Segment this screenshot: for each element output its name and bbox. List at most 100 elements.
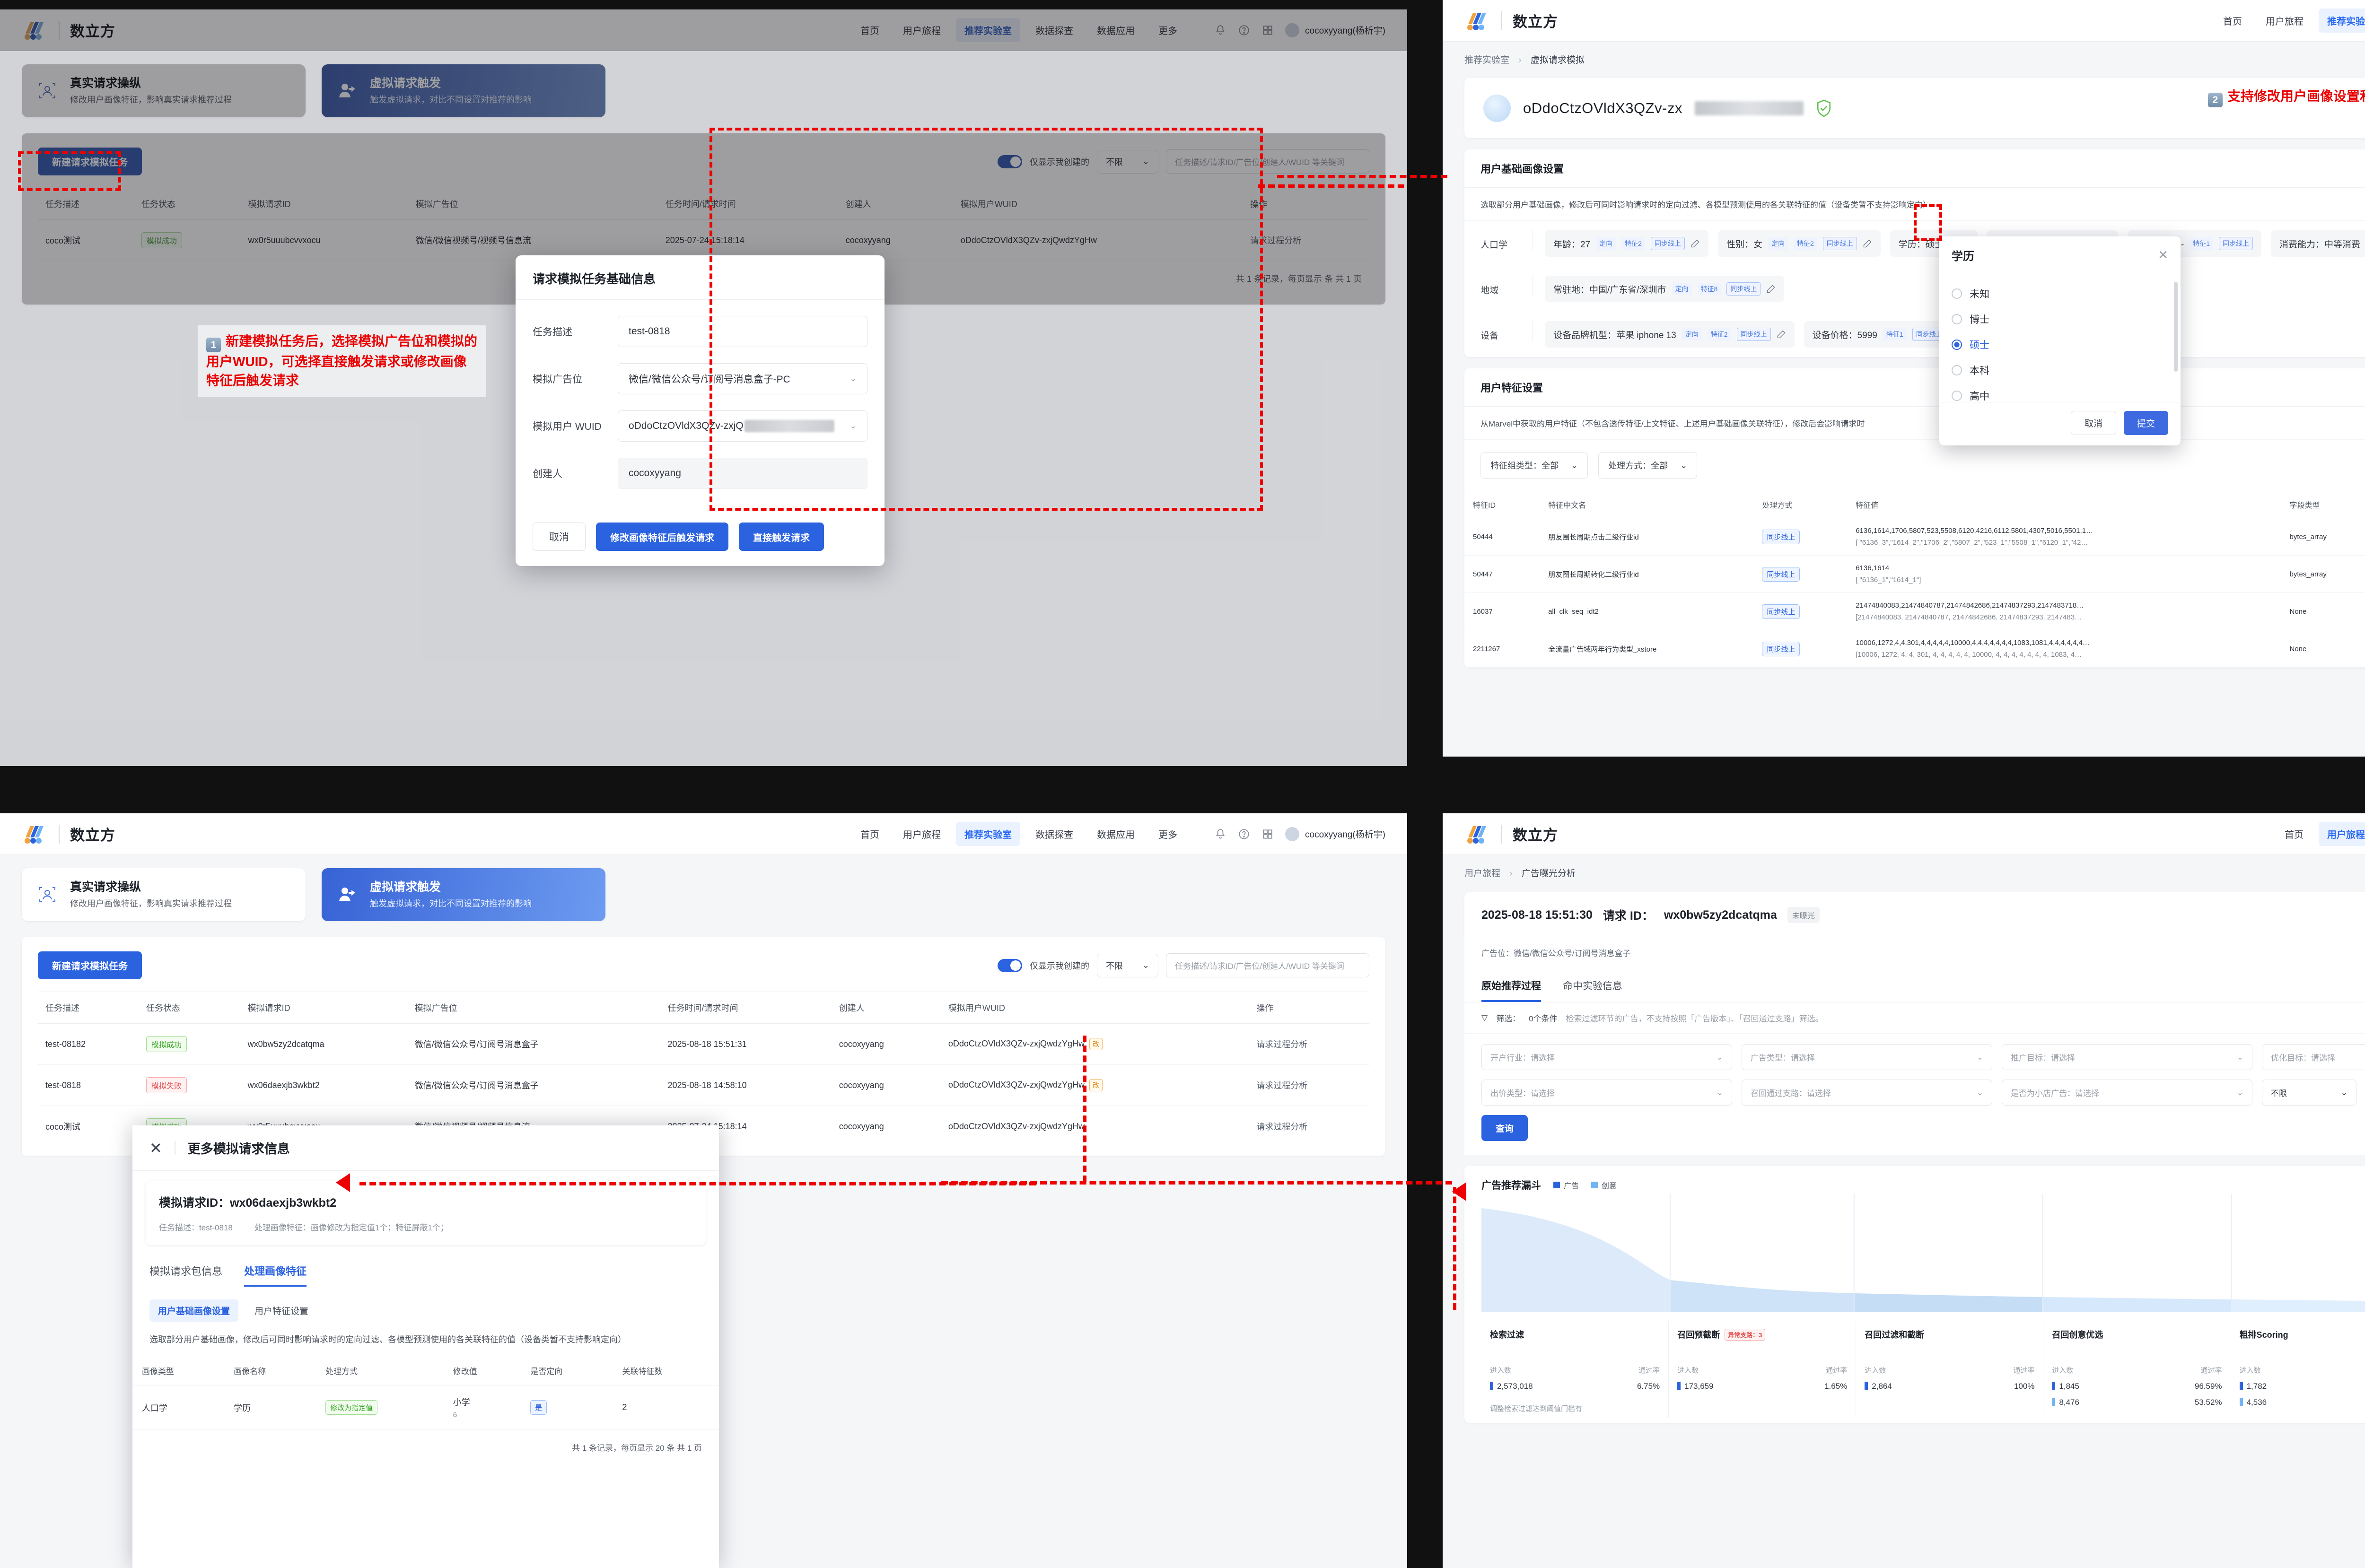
nav-item-home[interactable]: 首页 — [860, 830, 879, 840]
edit-pencil-icon[interactable] — [1863, 239, 1872, 248]
close-icon[interactable]: ✕ — [149, 1139, 162, 1157]
nav-item-home[interactable]: 首页 — [2223, 17, 2242, 27]
edit-pencil-icon[interactable] — [1691, 239, 1700, 248]
nav-item-journey[interactable]: 用户旅程 — [903, 26, 941, 36]
panel-profile-settings: 数立方 首页 用户旅程 推荐实验室 数据探查 数据应用 数据应用 更多 coco… — [1443, 0, 2365, 757]
op-link[interactable]: 请求过程分析 — [1256, 1040, 1308, 1049]
mode-card-virtual-request[interactable]: 虚拟请求触发 触发虚拟请求，对比不同设置对推荐的影响 — [322, 64, 605, 117]
nav-item-dataasset[interactable]: 数据应用 — [1097, 830, 1135, 840]
cell-op[interactable]: 请求过程分析 — [1249, 1023, 1369, 1065]
edit-pencil-icon[interactable] — [1766, 284, 1776, 294]
col-time[interactable]: 任务时间/请求时间 — [660, 992, 832, 1024]
breadcrumb-root[interactable]: 用户旅程 — [1464, 869, 1501, 879]
nav-item-dataexplore[interactable]: 数据探查 — [1035, 830, 1073, 840]
option-highschool[interactable]: 高中 — [1952, 383, 2168, 402]
nav-item-more[interactable]: 更多 — [1158, 830, 1177, 840]
cell-op[interactable]: 请求过程分析 — [1249, 1064, 1369, 1106]
task-search-input[interactable]: 任务描述/请求ID/广告位/创建人/WUID 等关键词 — [1166, 149, 1369, 174]
task-search-input[interactable]: 任务描述/请求ID/广告位/创建人/WUID 等关键词 — [1166, 953, 1369, 977]
nav-item-dataexplore[interactable]: 数据探查 — [1035, 26, 1073, 36]
grid-icon[interactable] — [1261, 828, 1274, 840]
dcol-pname: 画像名称 — [224, 1356, 316, 1385]
col-time[interactable]: 任务时间/请求时间 — [657, 188, 838, 220]
mode-card-virtual-request[interactable]: 虚拟请求触发 触发虚拟请求，对比不同设置对推荐的影响 — [322, 868, 605, 921]
nav-item-journey[interactable]: 用户旅程 — [903, 830, 941, 840]
filter-scope-select[interactable]: 不限 ⌄ — [2262, 1080, 2356, 1106]
nav-item-reclab[interactable]: 推荐实验室 — [2319, 9, 2365, 33]
nav-item-more[interactable]: 更多 — [1158, 26, 1177, 36]
tab-experiment-info[interactable]: 命中实验信息 — [1563, 981, 1622, 992]
option-bachelor[interactable]: 本科 — [1952, 357, 2168, 383]
tab-original-process[interactable]: 原始推荐过程 — [1481, 970, 1541, 1002]
select-ad-slot[interactable]: 微信/微信公众号/订阅号消息盒子-PC ⌄ — [618, 363, 867, 394]
only-mine-toggle[interactable] — [998, 155, 1022, 168]
mode-card-real-request[interactable]: 真实请求操纵 修改用户画像特征，影响真实请求推荐过程 — [22, 868, 306, 921]
help-icon[interactable] — [1238, 24, 1250, 36]
help-icon[interactable] — [1238, 828, 1250, 840]
cancel-button[interactable]: 取消 — [533, 523, 586, 551]
education-options: 未知 博士 硕士 本科 高中 初中 小学 — [1939, 274, 2181, 402]
select-wuid[interactable]: oDdoCtzOVldX3QZv-zxjQ ⌄ — [618, 410, 867, 442]
filter-optimize-target[interactable]: 优化目标：请选择⌄ — [2262, 1044, 2365, 1070]
subtab-base-profile[interactable]: 用户基础画像设置 — [149, 1299, 239, 1322]
nav-item-home[interactable]: 首页 — [860, 26, 879, 36]
filter-recall-branch[interactable]: 召回通过支路：请选择 ⌄ — [1742, 1080, 1992, 1106]
tab-processed-profile[interactable]: 处理画像特征 — [244, 1255, 307, 1287]
footer-unit: 条 — [1324, 274, 1333, 284]
popup-scrollbar[interactable] — [2174, 282, 2178, 372]
scope-select[interactable]: 不限 ⌄ — [1097, 953, 1158, 977]
op-link[interactable]: 请求过程分析 — [1256, 1081, 1308, 1090]
nav-item-dataasset[interactable]: 数据应用 — [1097, 26, 1135, 36]
filter-promo-target[interactable]: 推广目标：请选择 ⌄ — [2002, 1044, 2252, 1070]
input-task-desc[interactable]: test-0818 — [618, 316, 867, 347]
nav-item-reclab[interactable]: 推荐实验室 — [956, 822, 1020, 846]
filter-industry[interactable]: 开户行业：请选择 ⌄ — [1481, 1044, 1732, 1070]
cell-op[interactable]: 请求过程分析 — [1249, 1106, 1369, 1147]
chevron-down-icon: ⌄ — [1976, 1052, 1983, 1062]
filter-small-shop[interactable]: 是否为小店广告：请选择 ⌄ — [2002, 1080, 2252, 1106]
nav-item-journey[interactable]: 用户旅程 — [2266, 17, 2304, 27]
cell-op[interactable]: 请求过程分析 — [1243, 219, 1369, 261]
nav-user[interactable]: cocoxyyang(杨析宇) — [1285, 23, 1385, 37]
wuid-text: oDdoCtzOVldX3QZv-zx — [1523, 99, 1682, 116]
popup-submit-button[interactable]: 提交 — [2123, 411, 2168, 435]
op-link[interactable]: 请求过程分析 — [1250, 236, 1302, 245]
only-mine-toggle[interactable] — [998, 958, 1022, 972]
option-phd[interactable]: 博士 — [1952, 306, 2168, 332]
filter-group-type[interactable]: 特征组类型：全部 ⌄ — [1480, 452, 1588, 479]
dcol-ptype: 画像类型 — [132, 1356, 225, 1385]
filter-process-mode[interactable]: 处理方式：全部 ⌄ — [1598, 452, 1698, 479]
mode-title-real: 真实请求操纵 — [70, 880, 141, 894]
stage-footnote[interactable]: 调整检索过滤达到阈值门槛有 — [1490, 1405, 1583, 1413]
nav-item-home[interactable]: 首页 — [2285, 830, 2304, 840]
option-master[interactable]: 硕士 — [1952, 332, 2168, 357]
bell-icon[interactable] — [1214, 828, 1226, 840]
grid-icon[interactable] — [1261, 24, 1274, 36]
filter-bid-type[interactable]: 出价类型：请选择 ⌄ — [1481, 1080, 1732, 1106]
subtab-feature-settings[interactable]: 用户特征设置 — [254, 1307, 309, 1316]
scope-select[interactable]: 不限 ⌄ — [1097, 149, 1158, 174]
trigger-directly-button[interactable]: 直接触发请求 — [739, 523, 824, 551]
nav-user-3[interactable]: cocoxyyang(杨析宇) — [1285, 827, 1385, 841]
col-slot: 模拟广告位 — [407, 992, 660, 1024]
new-simulation-task-button[interactable]: 新建请求模拟任务 — [38, 951, 142, 979]
modify-profile-then-trigger-button[interactable]: 修改画像特征后触发请求 — [596, 523, 728, 551]
cell-reqid: wx0r5uuubcvvxocu — [240, 219, 408, 261]
connector-drawer-to-menu — [359, 1182, 1036, 1185]
chevron-down-icon: ⌄ — [1142, 157, 1149, 166]
filter-ad-type[interactable]: 广告类型：请选择 ⌄ — [1742, 1044, 1992, 1070]
mode-card-real-request[interactable]: 真实请求操纵 修改用户画像特征，影响真实请求推荐过程 — [22, 64, 306, 117]
ad-entries-value: 2,573,018 — [1497, 1382, 1533, 1391]
bell-icon[interactable] — [1214, 24, 1226, 36]
nav-item-reclab[interactable]: 推荐实验室 — [956, 18, 1020, 42]
op-link[interactable]: 请求过程分析 — [1256, 1122, 1308, 1132]
nav-item-journey[interactable]: 用户旅程 — [2319, 822, 2365, 846]
edit-pencil-icon[interactable] — [1777, 330, 1786, 339]
tab-request-package[interactable]: 模拟请求包信息 — [149, 1265, 223, 1277]
close-icon[interactable]: ✕ — [2158, 248, 2168, 262]
fcell-mode: 同步线上 — [1753, 630, 1848, 668]
popup-cancel-button[interactable]: 取消 — [2070, 411, 2116, 435]
option-unknown[interactable]: 未知 — [1952, 281, 2168, 306]
query-button[interactable]: 查询 — [1481, 1115, 1528, 1141]
breadcrumb-root[interactable]: 推荐实验室 — [1464, 55, 1510, 65]
